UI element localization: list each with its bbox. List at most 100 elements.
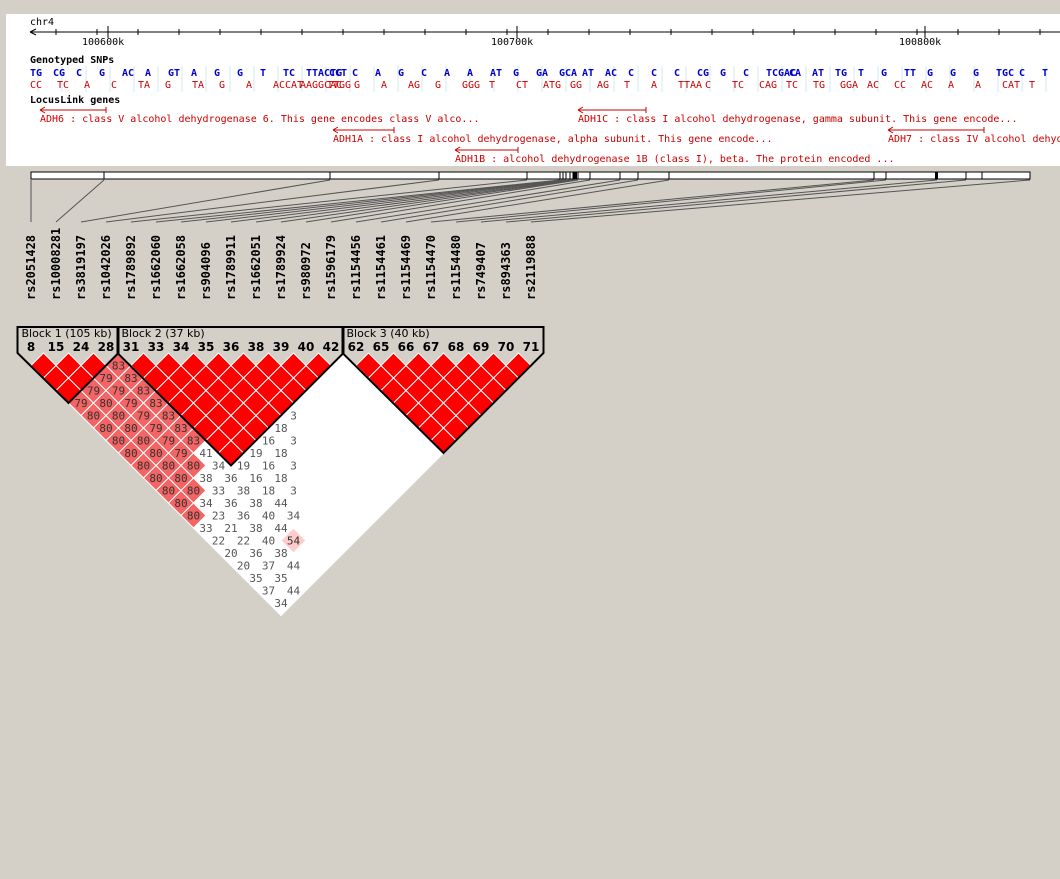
ld-value: 23 — [212, 510, 225, 523]
snp-allele-top: TG — [30, 68, 42, 79]
snp-allele-bottom: AAGGCAC — [300, 80, 342, 91]
snp-allele-top: G — [513, 68, 519, 79]
gene-arrow-head — [39, 106, 46, 114]
ld-value: 16 — [262, 435, 275, 448]
snp-label: rs980972 — [299, 242, 313, 300]
ld-value: 3 — [290, 435, 297, 448]
ld-value: 80 — [99, 397, 112, 410]
ld-value: 79 — [162, 435, 175, 448]
ruler-tick-label: 100600k — [82, 37, 124, 48]
snp-allele-top: G — [973, 68, 979, 79]
ld-value: 83 — [162, 410, 175, 423]
ld-value: 38 — [199, 472, 212, 485]
ld-value: 44 — [287, 560, 301, 573]
block-marker-number: 67 — [423, 340, 440, 354]
ld-value: 33 — [199, 522, 212, 535]
snp-allele-top: A — [444, 68, 450, 79]
snp-connector-line — [330, 179, 591, 223]
snp-allele-bottom: TC — [786, 80, 798, 91]
snp-allele-top: A — [191, 68, 197, 79]
ld-value: 80 — [112, 435, 125, 448]
ld-value: 79 — [174, 447, 187, 460]
ld-value: 38 — [249, 522, 262, 535]
block-marker-number: 33 — [148, 340, 165, 354]
gene-label: ADH1A : class I alcohol dehydrogenase, a… — [333, 134, 773, 145]
ld-value: 80 — [149, 472, 162, 485]
physical-map-bar — [30, 171, 1031, 180]
snp-allele-top: CG — [53, 68, 65, 79]
gene-arrow-head — [887, 126, 894, 134]
snp-allele-top: GT — [168, 68, 180, 79]
snp-allele-top: G — [927, 68, 933, 79]
snp-allele-top: AT — [490, 68, 502, 79]
snp-label: rs904096 — [199, 242, 213, 300]
snp-label: rs3819197 — [74, 235, 88, 300]
ld-value: 18 — [274, 422, 287, 435]
block-outline — [116, 326, 345, 467]
snp-connector-line — [505, 179, 967, 223]
ld-value: 80 — [112, 410, 125, 423]
snp-allele-top: G — [214, 68, 220, 79]
ld-value: 44 — [274, 497, 288, 510]
block-marker-number: 15 — [48, 340, 65, 354]
snp-allele-top: C — [651, 68, 657, 79]
ld-value: 44 — [274, 522, 288, 535]
ld-value: 3 — [290, 485, 297, 498]
genome-browser-svg: chr4 100600k 100700k 100800k Genotyped SNPs T… — [29, 17, 1060, 165]
snp-connector-line — [480, 179, 938, 223]
snp-allele-bottom: T — [489, 80, 495, 91]
snp-allele-top: AC — [122, 68, 134, 79]
gene-arrow-head — [332, 126, 339, 134]
snp-connector-line — [405, 179, 670, 223]
ld-value: 19 — [237, 460, 250, 473]
block-marker-number: 24 — [73, 340, 90, 354]
snp-allele-bottom: CC — [894, 80, 906, 91]
block-label: Block 3 (40 kb) — [347, 327, 430, 340]
snp-allele-top: TTACTG — [306, 68, 342, 79]
snp-label: rs1154470 — [424, 235, 438, 300]
snp-allele-bottom: TC — [732, 80, 744, 91]
snp-allele-bottom: A — [381, 80, 387, 91]
snp-label: rs749407 — [474, 242, 488, 300]
snp-allele-bottom: GG — [570, 80, 582, 91]
ld-value: 22 — [212, 535, 225, 548]
snp-allele-top: TT — [904, 68, 916, 79]
track-title-snps: Genotyped SNPs — [30, 55, 114, 66]
ld-value: 36 — [249, 547, 262, 560]
ld-value: 80 — [124, 447, 137, 460]
snp-allele-bottom: TTAA — [678, 80, 702, 91]
snp-allele-bottom: A — [246, 80, 252, 91]
snp-connector-line — [80, 179, 331, 223]
snp-label: rs1154469 — [399, 235, 413, 300]
snp-connector-line — [280, 179, 576, 223]
snp-label: rs1154456 — [349, 235, 363, 300]
snp-label: rs1154480 — [449, 235, 463, 300]
snp-allele-top: C — [76, 68, 82, 79]
snp-allele-top: G — [720, 68, 726, 79]
snp-allele-top: C — [1019, 68, 1025, 79]
snp-allele-top: A — [375, 68, 381, 79]
gene-label: ADH7 : class IV alcohol dehydr — [888, 134, 1060, 145]
ruler-tick-label: 100800k — [899, 37, 941, 48]
ld-value: 80 — [87, 410, 100, 423]
snp-label: rs1154461 — [374, 235, 388, 300]
snp-allele-top: A — [145, 68, 151, 79]
block-marker-number: 38 — [248, 340, 265, 354]
snp-allele-bottom: TA — [138, 80, 150, 91]
block-marker-number: 71 — [523, 340, 540, 354]
snp-allele-top: CG — [697, 68, 709, 79]
snp-allele-bottom: A — [84, 80, 90, 91]
gene-arrow-head — [454, 146, 461, 154]
snp-allele-bottom: A — [651, 80, 657, 91]
block-marker-number: 62 — [348, 340, 365, 354]
block-marker-number: 28 — [98, 340, 115, 354]
ld-value: 38 — [249, 497, 262, 510]
snp-allele-bottom: ATG — [543, 80, 561, 91]
snp-allele-top: TCGAC — [766, 68, 796, 79]
snp-allele-bottom: C — [705, 80, 711, 91]
ld-value: 79 — [137, 410, 150, 423]
ld-value: 80 — [124, 422, 137, 435]
snp-allele-top: T — [1042, 68, 1048, 79]
snp-allele-top: G — [881, 68, 887, 79]
snp-connector-line — [430, 179, 875, 223]
